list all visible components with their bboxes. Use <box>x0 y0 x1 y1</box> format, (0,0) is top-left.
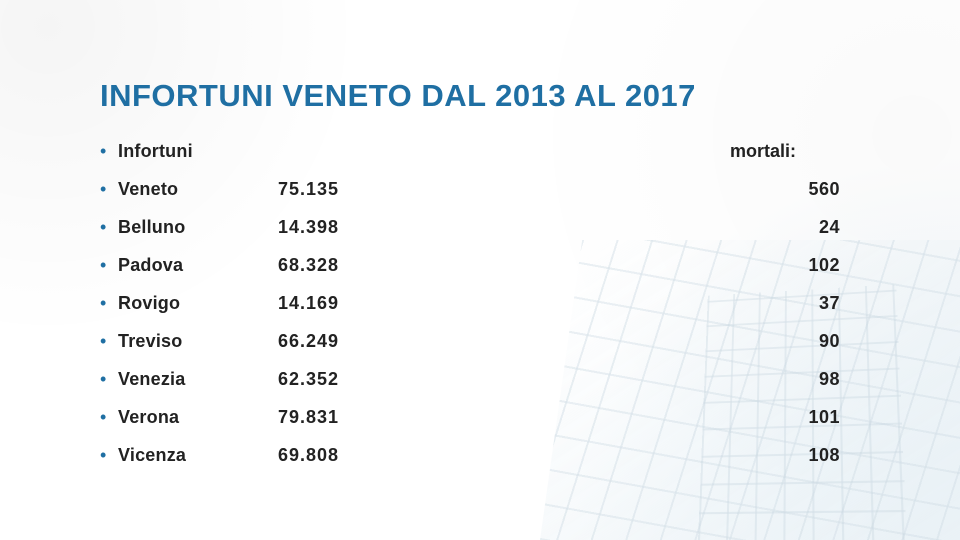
bullet-icon: • <box>100 180 118 198</box>
row-injuries: 69.808 <box>278 445 398 466</box>
list-header-row: • Infortuni mortali: <box>100 132 860 170</box>
list-item: • Venezia 62.352 98 <box>100 360 860 398</box>
row-label: Belluno <box>118 217 278 238</box>
row-label: Verona <box>118 407 278 428</box>
row-label: Rovigo <box>118 293 278 314</box>
list-item: • Rovigo 14.169 37 <box>100 284 860 322</box>
header-label: Infortuni <box>118 141 278 162</box>
bullet-icon: • <box>100 256 118 274</box>
row-deaths: 90 <box>730 331 860 352</box>
header-deaths-label: mortali: <box>730 141 860 162</box>
row-injuries: 68.328 <box>278 255 398 276</box>
bullet-icon: • <box>100 446 118 464</box>
row-deaths: 98 <box>730 369 860 390</box>
row-deaths: 101 <box>730 407 860 428</box>
row-injuries: 79.831 <box>278 407 398 428</box>
bullet-icon: • <box>100 370 118 388</box>
row-injuries: 14.169 <box>278 293 398 314</box>
row-label: Veneto <box>118 179 278 200</box>
list-item: • Belluno 14.398 24 <box>100 208 860 246</box>
row-injuries: 14.398 <box>278 217 398 238</box>
bullet-icon: • <box>100 408 118 426</box>
row-injuries: 75.135 <box>278 179 398 200</box>
row-deaths: 102 <box>730 255 860 276</box>
list-item: • Padova 68.328 102 <box>100 246 860 284</box>
row-deaths: 560 <box>730 179 860 200</box>
row-label: Venezia <box>118 369 278 390</box>
list-item: • Treviso 66.249 90 <box>100 322 860 360</box>
data-list: • Infortuni mortali: • Veneto 75.135 560… <box>100 132 860 474</box>
bullet-icon: • <box>100 294 118 312</box>
bullet-icon: • <box>100 218 118 236</box>
row-label: Vicenza <box>118 445 278 466</box>
row-label: Treviso <box>118 331 278 352</box>
row-deaths: 108 <box>730 445 860 466</box>
row-deaths: 24 <box>730 217 860 238</box>
slide-title: INFORTUNI VENETO DAL 2013 AL 2017 <box>100 78 860 114</box>
list-item: • Veneto 75.135 560 <box>100 170 860 208</box>
list-item: • Vicenza 69.808 108 <box>100 436 860 474</box>
row-injuries: 66.249 <box>278 331 398 352</box>
row-deaths: 37 <box>730 293 860 314</box>
bullet-icon: • <box>100 142 118 160</box>
list-item: • Verona 79.831 101 <box>100 398 860 436</box>
slide-content: INFORTUNI VENETO DAL 2013 AL 2017 • Info… <box>0 0 960 540</box>
row-label: Padova <box>118 255 278 276</box>
bullet-icon: • <box>100 332 118 350</box>
row-injuries: 62.352 <box>278 369 398 390</box>
